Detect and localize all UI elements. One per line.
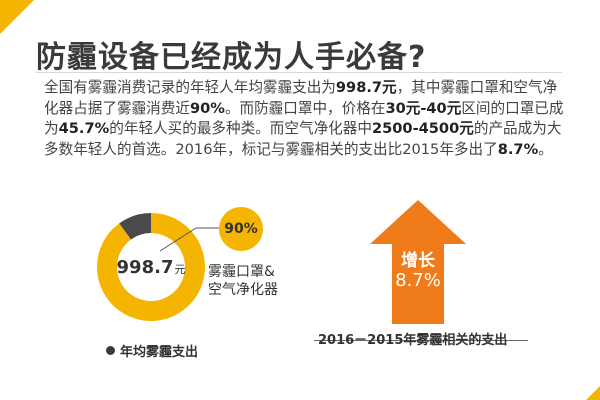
highlight-figure: 998.7元 (335, 79, 397, 96)
highlight-figure: 8.7% (497, 140, 539, 158)
paragraph-text: ，其中雾霾口罩和空气净化器占据了雾霾消费近 (44, 79, 558, 117)
category-label-line1: 雾霾口罩& (208, 264, 275, 280)
growth-caption: 2016－2015年雾霾相关的支出 (318, 333, 508, 348)
donut-unit: 元 (174, 263, 186, 276)
summary-paragraph: 全国有雾霾消费记录的年轻人年均雾霾支出为998.7元，其中雾霾口罩和空气净化器占… (44, 78, 564, 160)
growth-value: 8.7% (395, 270, 441, 291)
caption-underline (314, 340, 528, 341)
category-label-line2: 空气净化器 (208, 282, 278, 298)
legend: 年均雾霾支出 (106, 341, 198, 360)
corner-decoration-top-left (0, 0, 34, 34)
title-divider (36, 72, 562, 73)
paragraph-text: 的产品成为大多数年轻人的首选。2016年，标记与雾霾相关的支出比2015年多出了 (44, 120, 562, 158)
highlight-figure: 90% (189, 99, 225, 117)
highlight-figure: 30元-40元 (385, 99, 462, 117)
paragraph-text: 。而防霾口罩中，价格在 (224, 99, 386, 117)
share-percent-text: 90% (224, 221, 258, 237)
paragraph-text: 。 (538, 140, 553, 158)
donut-value: 998.7 (116, 256, 174, 278)
share-percent-badge: 90% (219, 207, 263, 251)
highlight-figure: 45.7% (58, 120, 110, 137)
page-title: 防霾设备已经成为人手必备? (36, 40, 427, 75)
donut-center-label: 998.7 元 (96, 212, 206, 322)
donut-segment-minor (119, 213, 151, 240)
corner-decoration-bottom-right (586, 386, 600, 400)
legend-label: 年均雾霾支出 (120, 345, 199, 360)
legend-dot-icon (106, 346, 115, 355)
paragraph-text: 区间的口罩已成为 (44, 99, 564, 138)
up-arrow-icon (370, 200, 466, 324)
paragraph-text: 全国有雾霾消费记录的年轻人年均雾霾支出为 (44, 79, 336, 96)
category-label: 雾霾口罩& 空气净化器 (208, 263, 298, 299)
growth-label: 增长 (401, 251, 435, 271)
paragraph-text: 的年轻人买的最多种类。而空气净化器中 (109, 120, 372, 137)
highlight-figure: 2500-4500元 (371, 120, 474, 137)
